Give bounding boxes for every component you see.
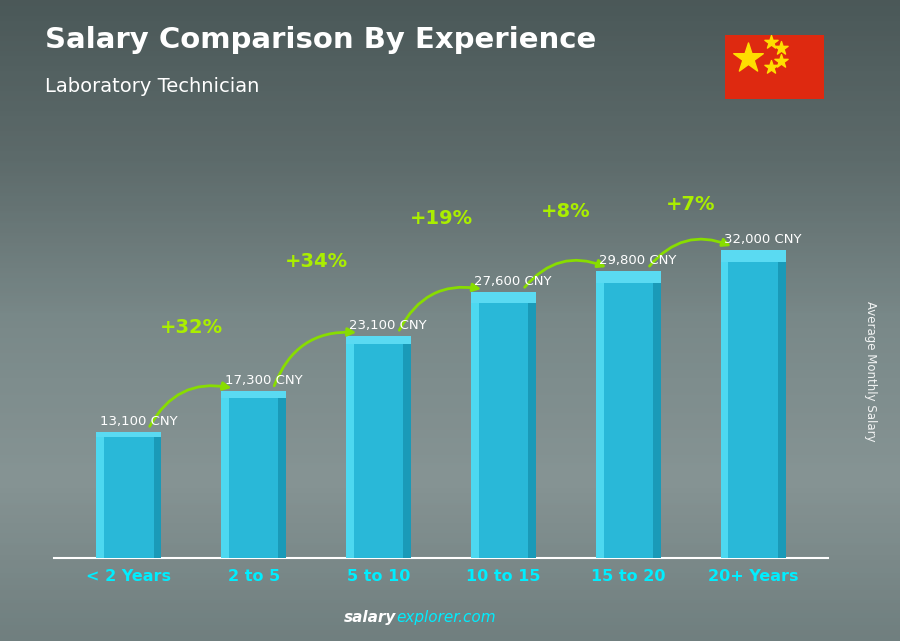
Text: Laboratory Technician: Laboratory Technician [45, 77, 259, 96]
Bar [652, 271, 661, 558]
Point [763, 37, 778, 47]
Bar [596, 271, 661, 558]
Bar [154, 432, 161, 558]
Bar [403, 336, 411, 558]
Point [773, 56, 788, 66]
Text: 29,800 CNY: 29,800 CNY [599, 254, 677, 267]
Text: Average Monthly Salary: Average Monthly Salary [865, 301, 878, 442]
Text: 27,600 CNY: 27,600 CNY [474, 276, 552, 288]
Bar [96, 432, 161, 437]
Text: explorer.com: explorer.com [396, 610, 496, 625]
Text: 32,000 CNY: 32,000 CNY [724, 233, 801, 246]
Bar [596, 271, 604, 558]
Text: 17,300 CNY: 17,300 CNY [224, 374, 302, 387]
Bar [346, 336, 411, 558]
Text: Salary Comparison By Experience: Salary Comparison By Experience [45, 26, 596, 54]
Text: +34%: +34% [284, 252, 347, 271]
Text: +19%: +19% [410, 209, 472, 228]
Bar [596, 271, 661, 283]
Text: +32%: +32% [160, 317, 223, 337]
Bar [346, 336, 354, 558]
Bar [528, 292, 536, 558]
Bar [221, 391, 286, 558]
Point [773, 43, 788, 53]
Text: +7%: +7% [666, 196, 716, 214]
Text: 13,100 CNY: 13,100 CNY [100, 415, 177, 428]
Text: 23,100 CNY: 23,100 CNY [349, 319, 427, 332]
Text: salary: salary [344, 610, 396, 625]
Bar [778, 250, 786, 558]
Bar [221, 391, 286, 398]
Bar [346, 336, 411, 344]
Text: +8%: +8% [541, 202, 590, 221]
Bar [471, 292, 479, 558]
Bar [96, 432, 104, 558]
Bar [721, 250, 786, 558]
Point [763, 62, 778, 72]
Bar [721, 250, 728, 558]
Bar [278, 391, 286, 558]
Bar [96, 432, 161, 558]
Bar [721, 250, 786, 262]
Point [741, 53, 755, 63]
Bar [221, 391, 230, 558]
Bar [471, 292, 536, 558]
Bar [471, 292, 536, 303]
